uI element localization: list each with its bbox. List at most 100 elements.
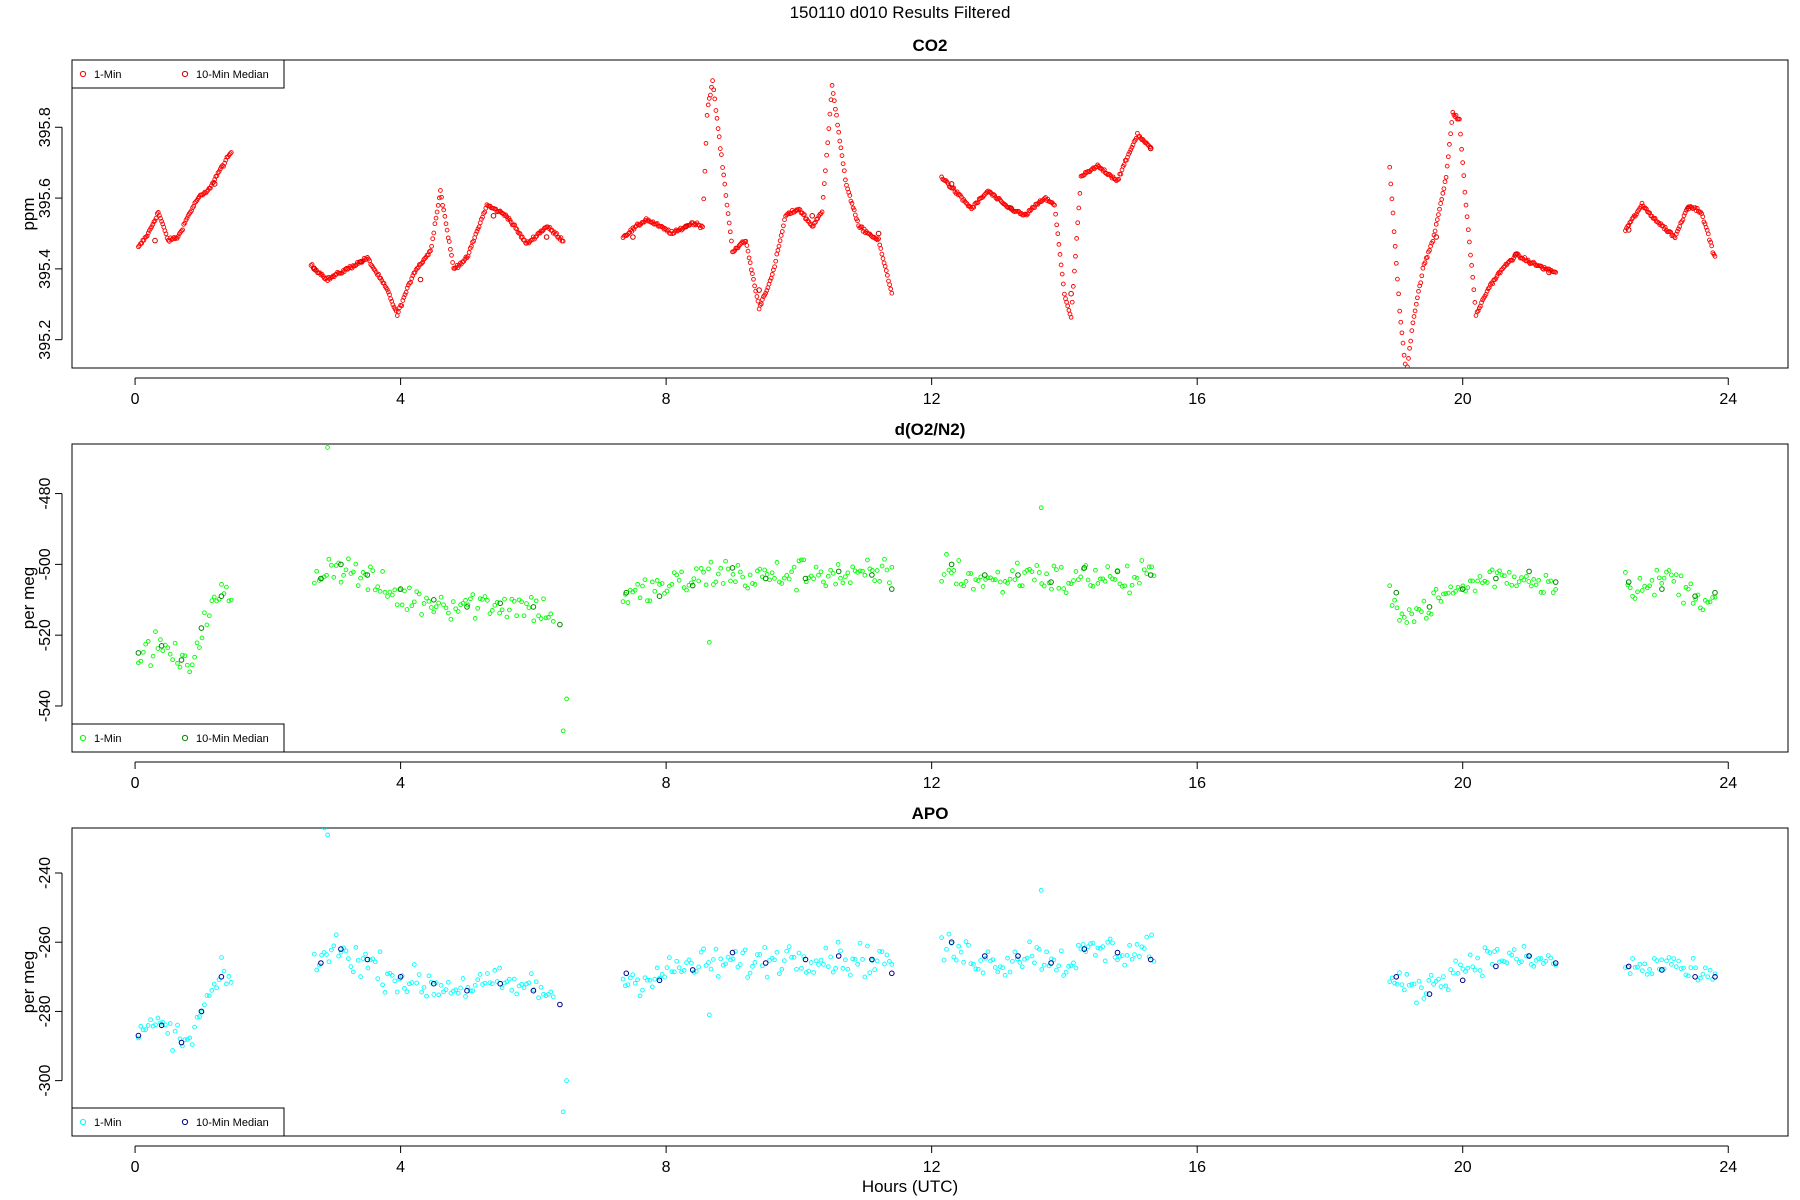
one-min-point [834,112,839,118]
legend-label-1-min: 1-Min [94,733,122,745]
one-min-point [625,982,631,988]
one-min-point [723,961,728,967]
one-min-point [1107,574,1113,579]
one-min-point [1423,991,1429,997]
one-min-point [1536,956,1541,962]
one-min-point [1676,958,1681,964]
one-min-point [170,1048,175,1053]
one-min-point [346,556,351,562]
one-min-point [414,589,420,595]
one-min-point [1419,985,1424,991]
one-min-point [165,645,171,651]
one-min-point [833,966,838,971]
one-min-point [1678,573,1684,579]
one-min-point [772,957,777,963]
one-min-point [647,598,653,604]
one-min-point [1397,308,1403,314]
one-min-point [1501,264,1507,270]
one-min-point [759,963,765,969]
one-min-point [992,577,998,582]
one-min-point [1105,564,1111,569]
one-min-point [879,251,885,257]
one-min-point [1071,960,1076,966]
one-min-point [1707,599,1713,605]
x-tick-label: 16 [1188,391,1206,408]
one-min-point [324,572,329,578]
legend-label-median: 10-Min Median [196,1117,269,1129]
one-min-point [1010,568,1015,573]
one-min-point [416,591,422,597]
one-min-point [696,964,702,970]
one-min-point [1688,965,1694,970]
one-min-point [1389,196,1395,202]
one-min-point [820,195,826,200]
one-min-point [436,600,442,606]
one-min-point [876,236,881,242]
median-point [431,980,437,987]
one-min-point [1436,976,1441,982]
one-min-point [1502,573,1507,579]
one-min-point [329,274,335,280]
one-min-point [206,613,212,619]
one-min-point [1705,231,1711,237]
one-min-point [1666,955,1672,960]
one-min-point [1627,971,1633,976]
one-min-point [882,263,888,269]
one-min-point [1499,572,1505,578]
one-min-point [341,269,347,275]
one-min-point [224,584,229,590]
one-min-point [1065,303,1071,309]
x-tick-label: 20 [1454,775,1472,792]
one-min-point [1124,953,1130,958]
one-min-point [828,954,834,960]
one-min-point [1434,217,1440,222]
y-tick-label: -520 [37,619,54,651]
one-min-point [1421,598,1427,604]
y-tick-label: -540 [37,690,54,722]
one-min-point [1397,617,1402,623]
one-min-point [951,954,957,960]
one-min-point [326,556,332,562]
one-min-point [1497,959,1502,965]
one-min-point [684,587,689,593]
one-min-point [1519,959,1524,965]
one-min-point [740,950,746,956]
median-point [689,967,696,973]
one-min-point [700,224,705,230]
one-min-point [1017,583,1023,589]
one-min-point [696,578,702,584]
one-min-point [872,578,878,583]
one-min-point [728,957,733,963]
one-min-point [410,273,416,278]
one-min-point [370,568,376,574]
one-min-point [874,958,880,964]
one-min-point [153,1022,158,1028]
one-min-point [796,558,802,564]
median-point [656,593,663,600]
one-min-point [1705,599,1711,605]
one-min-point [1519,575,1524,580]
one-min-point [813,958,819,964]
one-min-point [353,945,359,950]
one-min-point [980,970,986,976]
one-min-point [1061,586,1067,591]
one-min-point [855,218,860,224]
one-min-point [828,567,834,573]
one-min-point [704,113,710,118]
one-min-point [1107,936,1113,942]
one-min-point [991,192,996,197]
median-point [1526,953,1532,959]
one-min-point [762,567,768,573]
one-min-point [350,969,356,975]
one-min-point [731,249,736,254]
legend-marker-median [181,1118,189,1126]
median-point [1114,568,1121,575]
one-min-point [703,582,709,588]
median-point [802,575,809,582]
one-min-point [1647,583,1652,589]
one-min-point [640,987,645,993]
one-min-point [329,562,334,568]
median-point [809,213,816,219]
one-min-point [227,151,233,157]
one-min-point [1406,356,1411,361]
